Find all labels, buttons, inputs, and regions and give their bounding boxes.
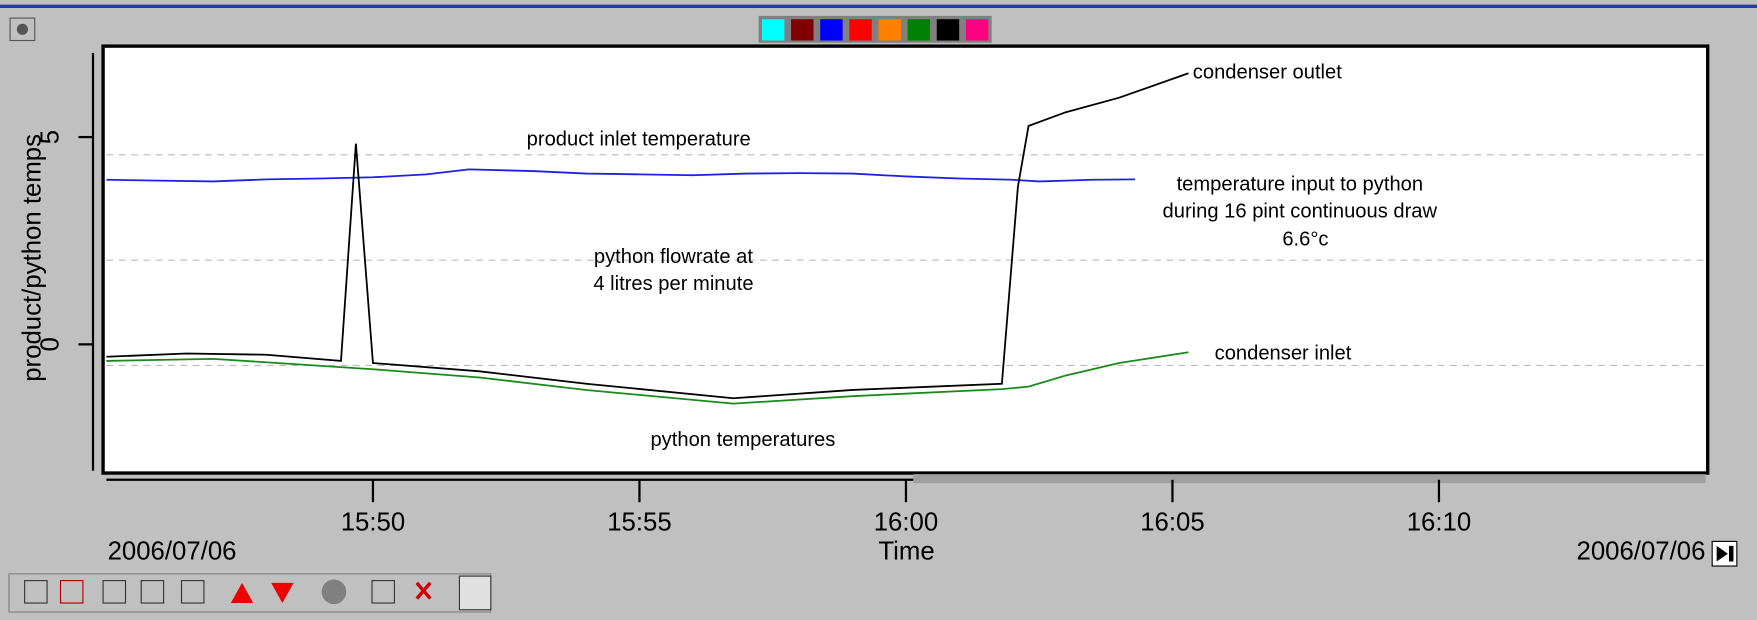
x-tick-label: 15:55 xyxy=(607,508,671,536)
x-tick-label: 16:10 xyxy=(1407,508,1471,536)
color-button[interactable] xyxy=(936,19,960,41)
tool-button[interactable] xyxy=(180,580,205,604)
annotation: condenser outlet xyxy=(1193,61,1342,83)
tool-button[interactable] xyxy=(458,575,492,611)
tool-button[interactable] xyxy=(271,582,294,604)
y-axis-label: product/python temps xyxy=(18,134,46,382)
y-tick-label: 5 xyxy=(36,130,64,144)
end-date: 2006/07/06 xyxy=(1576,537,1705,565)
tool-button[interactable] xyxy=(102,580,127,604)
annotation: during 16 pint continuous draw xyxy=(1163,200,1438,222)
tool-button[interactable] xyxy=(140,580,165,604)
toolbar xyxy=(8,573,492,613)
annotation: 4 litres per minute xyxy=(593,273,753,295)
tool-button[interactable] xyxy=(371,580,395,604)
tool-button[interactable] xyxy=(321,579,347,605)
color-button[interactable] xyxy=(820,19,843,41)
title-line xyxy=(0,4,1757,9)
y-tick-label: 0 xyxy=(36,337,64,351)
x-tick-label: 15:50 xyxy=(341,508,405,536)
scroll-indicator xyxy=(913,474,1706,484)
tool-button[interactable] xyxy=(415,581,432,600)
color-button[interactable] xyxy=(965,19,989,41)
annotation: temperature input to python xyxy=(1177,173,1424,195)
annotation: condenser inlet xyxy=(1215,343,1352,365)
series-line xyxy=(106,72,1189,400)
color-button[interactable] xyxy=(849,19,872,41)
menu-icon xyxy=(16,23,29,35)
annotation: 6.6°c xyxy=(1282,228,1328,250)
color-button[interactable] xyxy=(761,19,785,41)
ref-lines xyxy=(106,154,1706,367)
tool-button[interactable] xyxy=(230,582,254,604)
tool-button[interactable] xyxy=(24,580,48,604)
series-line xyxy=(106,168,1136,183)
annotation: python flowrate at xyxy=(594,246,754,268)
color-button[interactable] xyxy=(907,19,931,41)
x-axis-label: Time xyxy=(878,537,934,565)
x-tick-label: 16:00 xyxy=(874,508,938,536)
color-buttons xyxy=(758,15,992,43)
toolbar-bg xyxy=(8,573,492,613)
series-line xyxy=(106,351,1189,405)
annotation: product inlet temperature xyxy=(527,129,751,151)
color-button[interactable] xyxy=(791,19,814,41)
color-button[interactable] xyxy=(878,19,901,41)
end-icon xyxy=(1716,545,1734,562)
start-date: 2006/07/06 xyxy=(108,537,237,565)
x-tick-label: 16:05 xyxy=(1140,508,1204,536)
annotation: python temperatures xyxy=(650,429,835,451)
tool-button[interactable] xyxy=(59,580,84,604)
